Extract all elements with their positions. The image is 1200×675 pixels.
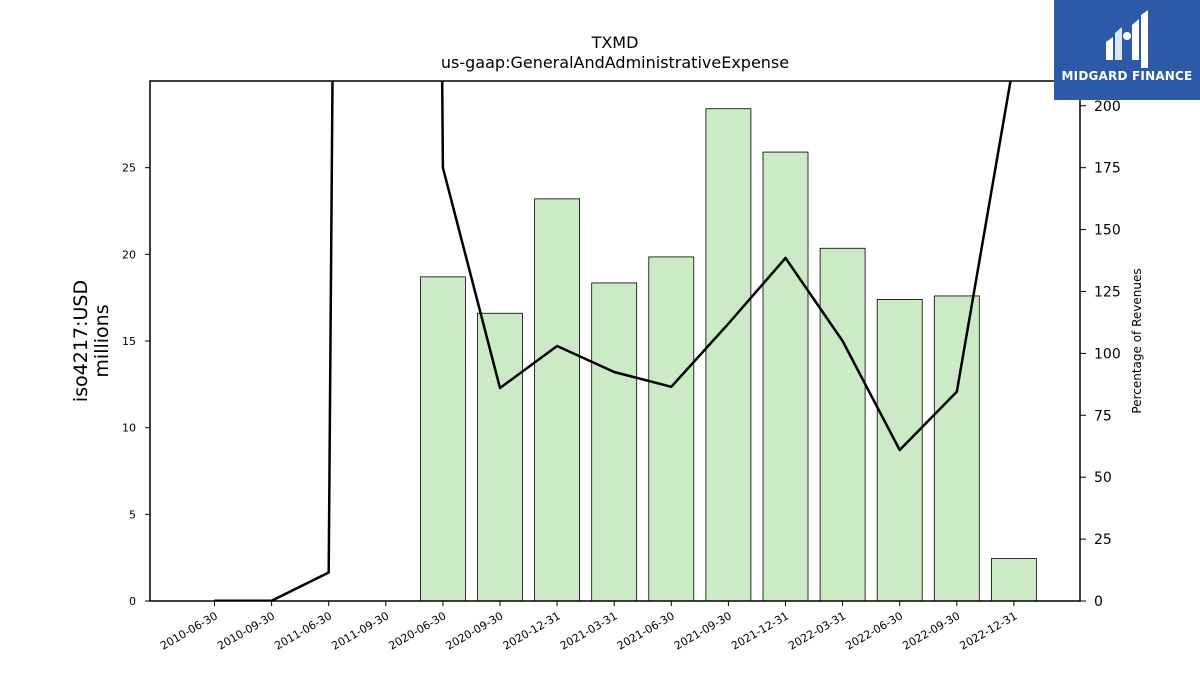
bar: [762, 151, 809, 602]
y-right-tick-label: 75: [1094, 408, 1112, 424]
series-line: [214, 81, 1012, 601]
y-right-tick-label: 0: [1094, 594, 1103, 610]
bar: [534, 198, 580, 602]
x-tick-label: 2010-06-30: [158, 609, 220, 652]
x-tick-label: 2020-06-30: [387, 609, 449, 652]
y-left-tick-label: 0: [129, 595, 136, 608]
x-tick-label: 2022-03-31: [786, 609, 848, 652]
y-right-tick-label: 100: [1094, 346, 1121, 362]
x-tick-label: 2020-12-31: [501, 609, 563, 652]
logo-text: MIDGARD FINANCE: [1061, 69, 1193, 83]
bar: [819, 247, 866, 602]
bar: [933, 295, 980, 602]
y-left-tick-label: 15: [122, 335, 136, 348]
bar: [591, 282, 638, 602]
y-left-tick-label: 10: [122, 422, 136, 435]
y-right-tick-label: 125: [1094, 284, 1121, 300]
y-right-tick-label: 175: [1094, 161, 1121, 177]
chart-title: TXMD: [591, 33, 639, 52]
brand-logo: MIDGARD FINANCE: [1054, 0, 1200, 100]
x-tick-label: 2011-09-30: [329, 609, 391, 652]
x-tick-label: 2011-06-30: [272, 609, 334, 652]
x-tick-label: 2022-06-30: [843, 609, 905, 652]
y-axis-left: 0 5 10 15 20 25: [122, 162, 150, 608]
y-left-tick-label: 5: [129, 508, 136, 521]
y-left-tick-label: 25: [122, 162, 136, 175]
x-tick-label: 2021-12-31: [729, 609, 791, 652]
y-right-tick-label: 150: [1094, 223, 1121, 239]
x-tick-label: 2021-03-31: [558, 609, 620, 652]
y-left-tick-label: 20: [122, 248, 136, 261]
chart-subtitle: us-gaap:GeneralAndAdministrativeExpense: [441, 53, 789, 72]
x-axis: 2010-06-302010-09-302011-06-302011-09-30…: [158, 601, 1019, 653]
x-tick-label: 2021-06-30: [615, 609, 677, 652]
bar: [991, 558, 1037, 602]
y-axis-right-label: Percentage of Revenues: [1130, 268, 1144, 413]
x-tick-label: 2022-09-30: [900, 609, 962, 652]
y-axis-left-label-line1: iso4217:USD: [70, 280, 92, 402]
bar: [705, 108, 752, 602]
y-axis-right: 0 25 50 75 100 125 150 175 200: [1080, 99, 1121, 610]
bar: [648, 256, 695, 602]
y-right-tick-label: 50: [1094, 470, 1112, 486]
logo-mark-icon: [1106, 10, 1148, 68]
y-right-tick-label: 25: [1094, 532, 1112, 548]
bar-group: [419, 108, 1037, 602]
y-right-tick-label: 200: [1094, 99, 1121, 115]
x-tick-label: 2020-09-30: [444, 609, 506, 652]
y-axis-left-label-line2: millions: [91, 304, 113, 377]
x-tick-label: 2010-09-30: [215, 609, 277, 652]
x-tick-label: 2022-12-31: [958, 609, 1020, 652]
bar: [419, 276, 466, 602]
bar: [477, 312, 523, 602]
x-tick-label: 2021-09-30: [672, 609, 734, 652]
